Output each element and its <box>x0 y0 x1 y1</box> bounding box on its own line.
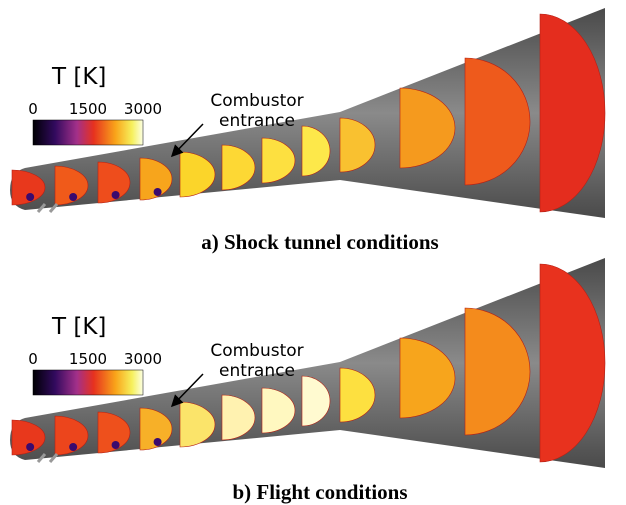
hot-spot <box>26 443 34 451</box>
colorbar-title: T [K] <box>51 64 106 90</box>
colorbar-tick: 0 <box>28 100 38 118</box>
hot-spot <box>154 188 162 196</box>
hot-spot <box>112 441 120 449</box>
colorbar <box>33 370 143 395</box>
colorbar-tick: 3000 <box>124 100 162 118</box>
annotation: Combustor <box>210 91 303 111</box>
hot-spot <box>154 438 162 446</box>
hot-spot <box>26 193 34 201</box>
caption: a) Shock tunnel conditions <box>201 230 438 254</box>
hot-spot <box>112 191 120 199</box>
hot-spot <box>69 193 77 201</box>
figure: T [K]015003000Combustorentrancea) Shock … <box>0 0 626 505</box>
annotation: Combustor <box>210 341 303 361</box>
annotation: entrance <box>219 111 295 131</box>
colorbar <box>33 120 143 145</box>
hot-spot <box>69 443 77 451</box>
colorbar-tick: 1500 <box>69 100 107 118</box>
annotation: entrance <box>219 361 295 381</box>
colorbar-tick: 3000 <box>124 350 162 368</box>
caption: b) Flight conditions <box>232 480 407 504</box>
colorbar-tick: 1500 <box>69 350 107 368</box>
colorbar-title: T [K] <box>51 314 106 340</box>
colorbar-tick: 0 <box>28 350 38 368</box>
